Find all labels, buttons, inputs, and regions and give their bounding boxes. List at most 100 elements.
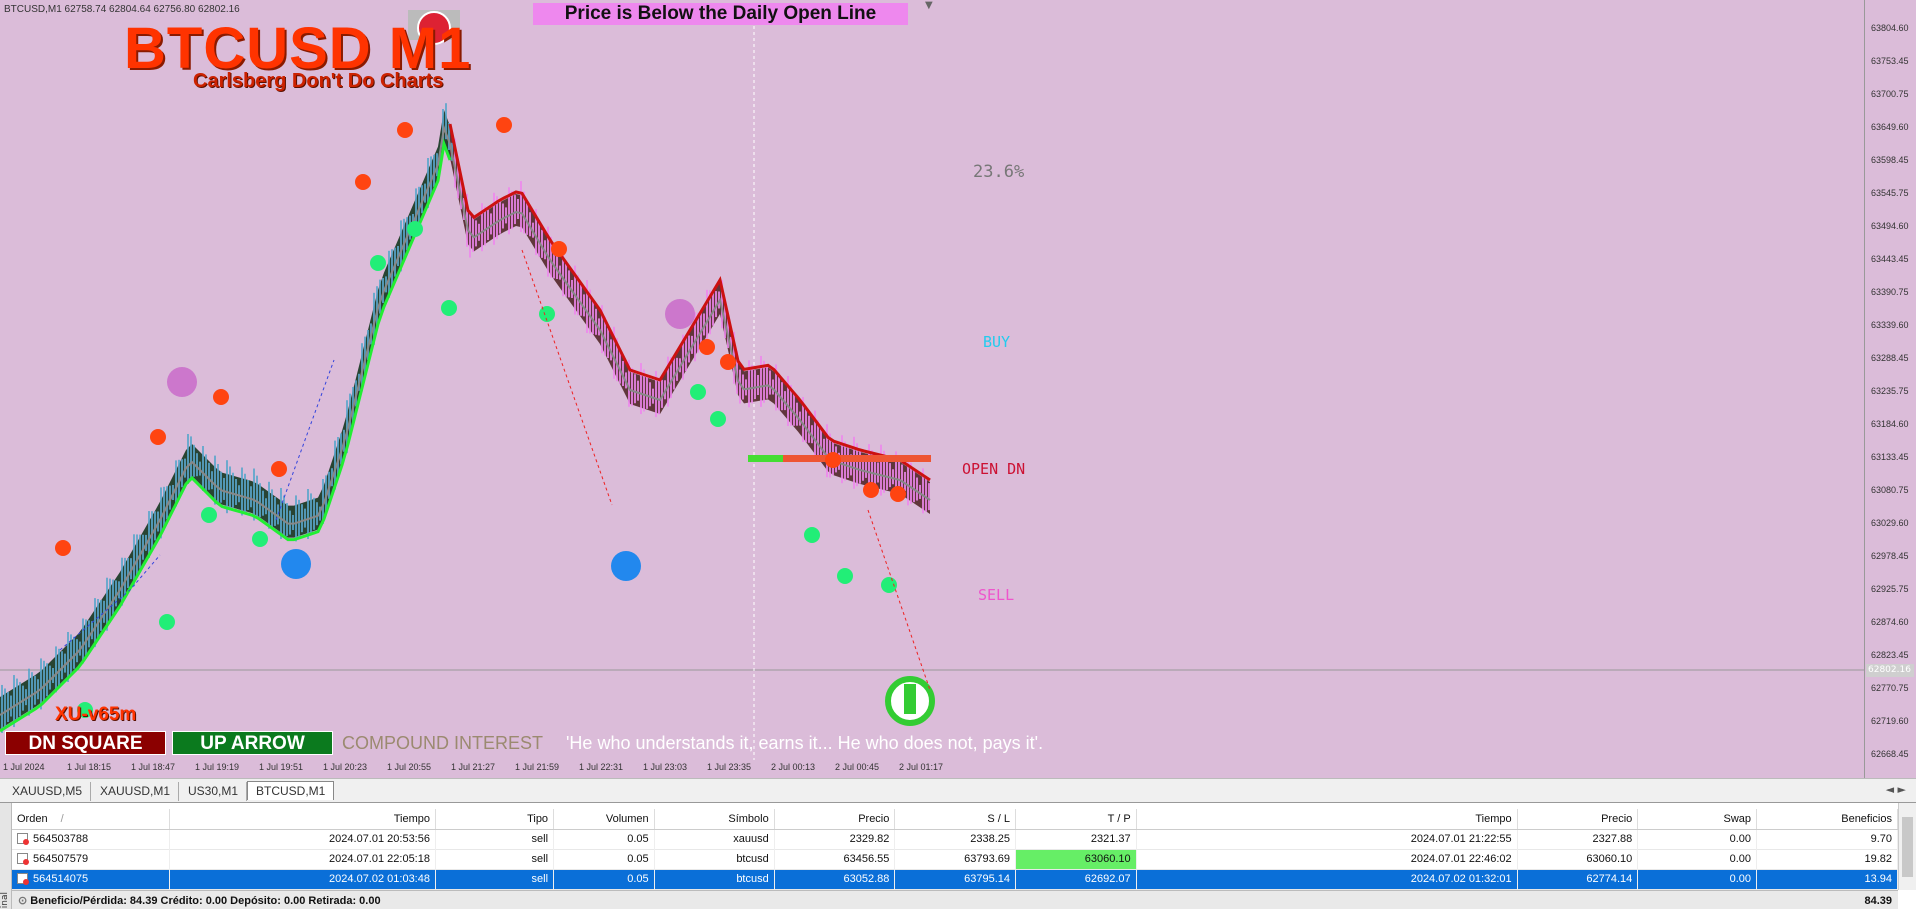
up-trend-line [0,138,452,733]
price-tick: 63390.75 [1871,287,1909,297]
tab-btcusd-m1[interactable]: BTCUSD,M1 [247,781,335,800]
buy-signal-dot [441,300,457,316]
col-tp[interactable]: T / P [1015,809,1137,830]
sell-signal-dot [720,354,736,370]
col-volumen[interactable]: Volumen [553,809,655,830]
buy-signal-dot [881,577,897,593]
price-tick: 63339.60 [1871,320,1909,330]
sell-signal-dot [271,461,287,477]
price-tick: 63184.60 [1871,419,1909,429]
swing-high-dot [167,367,197,397]
col-swap[interactable]: Swap [1637,809,1758,830]
buy-signal-dot [690,384,706,400]
sell-signal-dot [890,486,906,502]
col-tiempo[interactable]: Tiempo [169,809,436,830]
swing-high-dot [665,299,695,329]
buy-signal-dot [837,568,853,584]
col-tipo[interactable]: Tipo [435,809,555,830]
time-tick: 2 Jul 01:17 [899,762,944,772]
col-tiempo-cierre[interactable]: Tiempo [1136,809,1518,830]
terminal-panel: inal Orden / Tiempo Tipo Volumen Símbolo… [0,802,1916,909]
down-trend-line [448,123,931,482]
time-tick: 1 Jul 18:47 [131,762,176,772]
chevron-down-icon[interactable]: ▼ [925,0,933,11]
price-tick: 63288.45 [1871,353,1909,363]
col-precio-cierre[interactable]: Precio [1517,809,1639,830]
sell-signal-dot [397,122,413,138]
buy-signal-dot [370,255,386,271]
mid-line [0,124,931,716]
dn-square-button[interactable]: DN SQUARE [5,731,166,755]
swing-low-dot [611,551,641,581]
price-axis[interactable]: 63804.60 63753.45 63700.75 63649.60 63598.45… [1864,0,1916,778]
bottom-marker-arrow [904,684,916,714]
sell-signal-dot [496,117,512,133]
tab-scroll-arrows[interactable]: ◄ ► [1885,783,1906,796]
price-tick: 62925.75 [1871,584,1909,594]
time-tick: 1 Jul 21:27 [451,762,496,772]
sell-signal-dot [699,339,715,355]
table-row[interactable]: 564507579 2024.07.01 22:05:18 sell 0.05 … [12,849,1898,869]
terminal-side-strip[interactable]: inal [0,803,12,909]
time-tick: 1 Jul 21:59 [515,762,560,772]
order-icon [17,853,29,865]
quote-text: 'He who understands it, earns it... He w… [566,733,1044,753]
tab-xauusd-m1[interactable]: XAUUSD,M1 [92,782,180,801]
scroll-thumb[interactable] [1902,817,1913,877]
price-tick: 63080.75 [1871,485,1909,495]
buy-signal-dot [201,507,217,523]
price-tick: 63700.75 [1871,89,1909,99]
total-profit: 84.39 [1864,895,1892,907]
current-price-tag: 62802.16 [1866,664,1914,677]
col-precio[interactable]: Precio [774,809,896,830]
chart-subtitle: Carlsberg Don't Do Charts [193,70,444,92]
chart-canvas [0,10,1864,760]
time-tick: 1 Jul 2024 [3,762,45,772]
buy-signal-dot [159,614,175,630]
sell-signal-dot [55,540,71,556]
time-tick: 1 Jul 18:15 [67,762,112,772]
daily-open-banner: Price is Below the Daily Open Line [533,3,908,25]
fib-label: 23.6% [973,162,1025,182]
table-row[interactable]: 564503788 2024.07.01 20:53:56 sell 0.05 … [12,829,1898,849]
zigzag-line [867,509,931,691]
sell-signal-dot [551,241,567,257]
price-tick: 62668.45 [1871,749,1909,759]
buy-label: BUY [983,333,1011,351]
account-summary: ⊙ Beneficio/Pérdida: 84.39 Crédito: 0.00… [12,890,1898,909]
orders-table: Orden / Tiempo Tipo Volumen Símbolo Prec… [12,809,1898,890]
sell-signal-dot [825,452,841,468]
time-tick: 1 Jul 19:19 [195,762,240,772]
price-tick: 63443.45 [1871,254,1909,264]
summary-icon: ⊙ [18,895,31,907]
order-icon [17,873,29,885]
sell-signal-dot [863,482,879,498]
up-arrow-button[interactable]: UP ARROW [172,731,333,755]
col-beneficios[interactable]: Beneficios [1756,809,1898,830]
price-chart[interactable]: BTCUSD,M1 62758.74 62804.64 62756.80 628… [0,0,1916,778]
sell-signal-dot [355,174,371,190]
price-tick: 63598.45 [1871,155,1909,165]
col-simbolo[interactable]: Símbolo [654,809,775,830]
time-tick: 1 Jul 23:35 [707,762,752,772]
time-tick: 1 Jul 20:23 [323,762,368,772]
tab-xauusd-m5[interactable]: XAUUSD,M5 [4,782,92,801]
sell-signal-dot [150,429,166,445]
open-line-bar-green [748,455,783,462]
price-tick: 62719.60 [1871,716,1909,726]
price-tick: 62823.45 [1871,650,1909,660]
col-orden[interactable]: Orden / [12,809,170,830]
sell-label: SELL [978,586,1015,604]
col-sl[interactable]: S / L [894,809,1017,830]
sell-signal-dot [213,389,229,405]
tab-us30-m1[interactable]: US30,M1 [180,782,248,801]
price-tick: 62978.45 [1871,551,1909,561]
buy-signal-dot [539,306,555,322]
price-tick: 63753.45 [1871,56,1909,66]
time-tick: 2 Jul 00:45 [835,762,880,772]
terminal-scrollbar[interactable] [1898,803,1916,890]
buy-signal-dot [804,527,820,543]
table-row-selected[interactable]: 564514075 2024.07.02 01:03:48 sell 0.05 … [12,869,1898,889]
time-tick: 1 Jul 20:55 [387,762,432,772]
